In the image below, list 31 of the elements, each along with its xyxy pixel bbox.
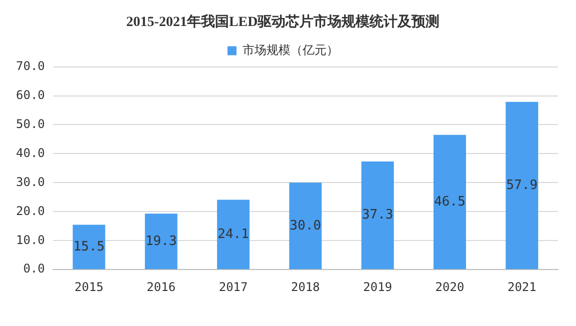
- data-label: 24.1: [218, 226, 249, 242]
- data-label: 57.9: [506, 178, 538, 193]
- y-tick-label: 20.0: [16, 204, 45, 218]
- bar: [289, 182, 322, 270]
- y-tick-label: 0.0: [23, 262, 45, 276]
- x-tick-label: 2017: [218, 280, 248, 294]
- x-tick-label: 2019: [363, 280, 392, 294]
- legend-label: 市场规模（亿元）: [242, 42, 338, 57]
- x-tick-label: 2015: [74, 280, 104, 294]
- x-tick-label: 2020: [435, 280, 464, 294]
- data-label: 30.0: [290, 218, 322, 234]
- bar: [434, 134, 466, 270]
- chart-title: 2015-2021年我国LED驱动芯片市场规模统计及预测: [126, 13, 440, 30]
- y-tick-label: 50.0: [16, 116, 45, 131]
- x-tick-label: 2021: [507, 280, 536, 294]
- bar: [361, 162, 394, 270]
- data-label: 46.5: [434, 194, 466, 210]
- bar: [217, 200, 250, 270]
- y-tick-label: 30.0: [16, 174, 45, 189]
- bar: [72, 224, 106, 270]
- y-tick-label: 10.0: [16, 232, 45, 247]
- x-tick-label: 2016: [146, 280, 176, 294]
- bar: [144, 214, 178, 270]
- y-tick-label: 60.0: [16, 88, 45, 102]
- data-label: 15.5: [73, 239, 105, 254]
- data-label: 19.3: [145, 234, 177, 249]
- y-tick-label: 70.0: [16, 58, 45, 73]
- y-tick-label: 40.0: [16, 146, 45, 160]
- x-tick-label: 2018: [290, 280, 320, 294]
- data-label: 37.3: [362, 208, 394, 223]
- bar: [506, 102, 538, 270]
